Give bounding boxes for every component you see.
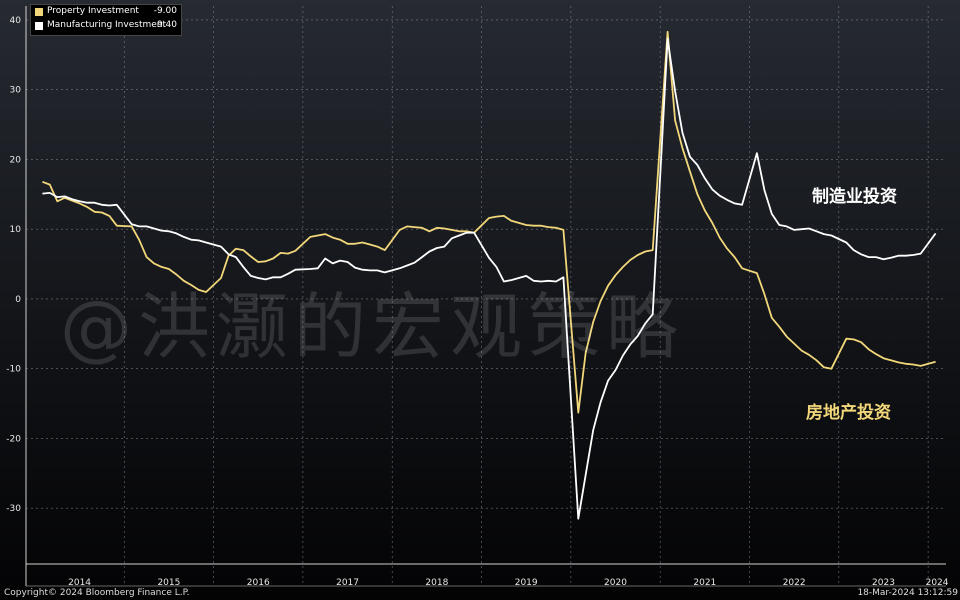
- legend-swatch-property: [35, 8, 43, 16]
- watermark: @洪灏的宏观策略: [60, 285, 685, 369]
- x-axis-ticks: 2014 2015 2016 2017 2018 2019 2020 2021 2022 2023…: [68, 578, 949, 588]
- footer-timestamp: 18-Mar-2024 13:12:59: [857, 588, 958, 598]
- footer-copyright: Copyright© 2024 Bloomberg Finance L.P.: [4, 588, 190, 598]
- x-tick-label: 2020: [604, 578, 627, 588]
- axes: [25, 6, 946, 587]
- x-tick-label: 2024: [926, 578, 949, 588]
- y-tick-label: 0: [15, 295, 21, 305]
- annotation-manufacturing: 制造业投资: [812, 187, 897, 207]
- y-axis-ticks: 40 30 20 10 0 -10 -20 -30: [6, 16, 21, 514]
- x-tick-label: 2023: [872, 578, 895, 588]
- series-line-property-investment: [42, 30, 936, 414]
- legend-label-property: Property Investment: [47, 6, 139, 16]
- x-tick-label: 2022: [783, 578, 806, 588]
- y-tick-label: -20: [6, 434, 21, 444]
- y-tick-label: -30: [6, 504, 21, 514]
- series-line-manufacturing-investment: [42, 37, 937, 520]
- y-tick-label: 20: [10, 155, 22, 165]
- grid-lines: [26, 6, 946, 586]
- legend-label-manufacturing: Manufacturing Investment: [47, 20, 167, 30]
- x-tick-label: 2019: [515, 578, 538, 588]
- x-tick-label: 2017: [336, 578, 359, 588]
- legend-swatch-manufacturing: [35, 22, 43, 30]
- y-tick-label: 10: [10, 225, 22, 235]
- x-tick-label: 2018: [425, 578, 448, 588]
- legend-item-manufacturing: Manufacturing Investment 9.40: [31, 20, 181, 33]
- legend: Property Investment -9.00 Manufacturing …: [30, 4, 182, 36]
- annotation-property: 房地产投资: [806, 403, 891, 423]
- x-tick-label: 2014: [68, 578, 91, 588]
- x-tick-label: 2015: [157, 578, 180, 588]
- legend-value-property: -9.00: [153, 6, 177, 16]
- y-tick-label: 30: [10, 86, 22, 96]
- y-tick-label: 40: [10, 16, 22, 26]
- legend-item-property: Property Investment -9.00: [31, 6, 181, 19]
- x-tick-label: 2021: [693, 578, 716, 588]
- legend-value-manufacturing: 9.40: [156, 20, 177, 30]
- series-lines: [42, 30, 937, 520]
- y-tick-label: -10: [6, 365, 21, 375]
- x-tick-label: 2016: [247, 578, 270, 588]
